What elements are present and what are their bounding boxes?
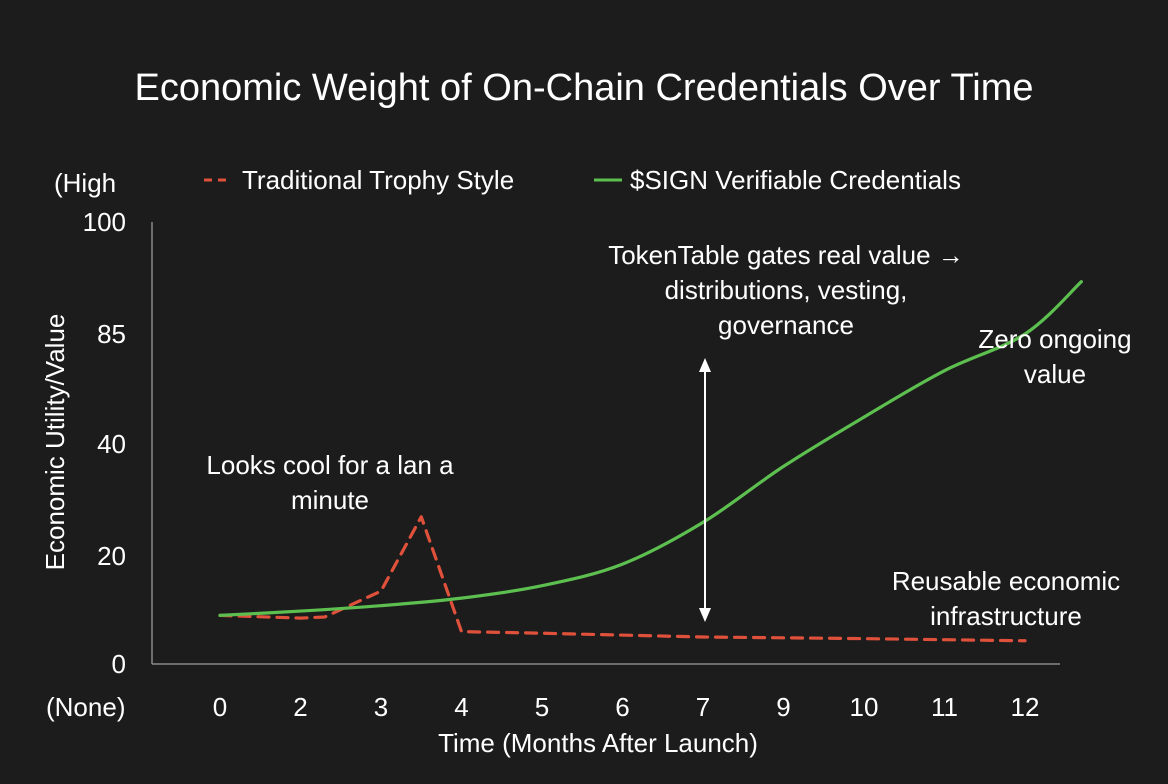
x-tick-label: 11 xyxy=(931,692,958,722)
series-layer xyxy=(218,280,1083,643)
annotation-tokentable-line: governance xyxy=(718,310,854,340)
series-line-traditional xyxy=(218,515,1027,643)
y-tick-label: 100 xyxy=(83,207,126,237)
x-axis-title: Time (Months After Launch) xyxy=(438,728,758,758)
annotation-zero-ongoing: Zero ongoing value xyxy=(978,324,1131,389)
x-tick-label: 12 xyxy=(1011,692,1040,722)
x-tick-label: 0 xyxy=(213,692,227,722)
legend-label-sign: $SIGN Verifiable Credentials xyxy=(630,165,961,195)
legend-label-traditional: Traditional Trophy Style xyxy=(242,165,514,195)
annotations: Looks cool for a lan a minute TokenTable g… xyxy=(206,240,1131,631)
series-line-sign xyxy=(218,280,1083,617)
x-ticks: 0 2 3 4 5 6 7 9 10 11 12 xyxy=(213,692,1040,722)
x-tick-label: 2 xyxy=(293,692,307,722)
arrow-head-up xyxy=(699,358,711,372)
y-axis-title: Economic Utility/Value xyxy=(40,314,70,571)
value-gap-arrow xyxy=(699,358,711,622)
x-tick-label: 6 xyxy=(615,692,629,722)
annotation-reusable-line: infrastructure xyxy=(930,601,1082,631)
x-tick-label: 7 xyxy=(696,692,710,722)
y-tick-label: 0 xyxy=(112,649,126,679)
annotation-tokentable-line: distributions, vesting, xyxy=(665,275,908,305)
annotation-tokentable-line: TokenTable gates real value → xyxy=(608,240,964,270)
annotation-tokentable: TokenTable gates real value → distributio… xyxy=(608,240,964,340)
y-top-label: (High xyxy=(54,168,116,198)
x-tick-label: 3 xyxy=(374,692,388,722)
y-tick-label: 85 xyxy=(97,319,126,349)
annotation-zero-ongoing-line: value xyxy=(1024,359,1086,389)
y-bottom-label: (None) xyxy=(46,692,125,722)
legend: Traditional Trophy Style $SIGN Verifiabl… xyxy=(204,165,961,195)
arrow-head-down xyxy=(699,608,711,622)
x-tick-label: 5 xyxy=(535,692,549,722)
x-tick-label: 10 xyxy=(850,692,879,722)
x-tick-label: 4 xyxy=(454,692,468,722)
annotation-reusable: Reusable economic infrastructure xyxy=(892,566,1120,631)
y-tick-label: 40 xyxy=(97,429,126,459)
x-tick-label: 9 xyxy=(776,692,790,722)
annotation-looks-cool-line: minute xyxy=(291,485,369,515)
annotation-looks-cool-line: Looks cool for a lan a xyxy=(206,450,454,480)
annotation-reusable-line: Reusable economic xyxy=(892,566,1120,596)
annotation-zero-ongoing-line: Zero ongoing xyxy=(978,324,1131,354)
chart-title: Economic Weight of On-Chain Credentials … xyxy=(135,67,1034,109)
y-ticks: 0 20 40 85 100 xyxy=(83,207,126,679)
annotation-looks-cool: Looks cool for a lan a minute xyxy=(206,450,454,515)
y-tick-label: 20 xyxy=(97,541,126,571)
